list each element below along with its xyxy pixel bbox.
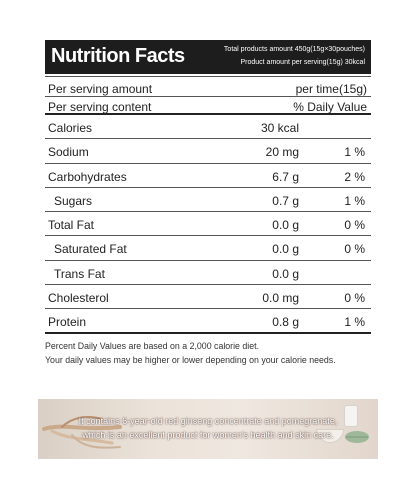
nutrient-amount: 0.0 mg [262,291,299,306]
per-serving-amount-label: Per serving amount [48,82,153,96]
nutrient-amount: 0.0 g [272,266,299,281]
banner-line-2: which is an excellent product for women'… [82,430,334,440]
nutrition-title: Nutrition Facts [51,45,185,67]
nutrient-row-saturated-fat: Saturated Fat 0.0 g 0 % [45,236,371,261]
nutrient-percent: 0 % [344,218,365,233]
nutrient-row-cholesterol: Cholesterol 0.0 mg 0 % [45,285,371,310]
leaf-image [345,431,369,443]
nutrient-percent: 1 % [344,193,365,208]
nutrient-amount: 0.0 g [272,242,299,257]
footnote: Percent Daily Values are based on a 2,00… [45,339,385,367]
nutrient-amount: 20 mg [265,145,299,160]
nutrient-amount: 30 kcal [260,121,299,135]
per-serving-content-label: Per serving content [48,100,152,114]
nutrient-percent: 2 % [344,169,365,184]
nutrient-percent: 1 % [344,145,365,160]
nutrient-amount: 0.0 g [272,218,299,233]
nutrient-name: Protein [48,315,87,330]
nutrient-amount: 0.8 g [272,315,299,330]
nutrient-row-sugars: Sugars 0.7 g 1 % [45,188,371,213]
per-serving-content-row: Per serving content % Daily Value [45,97,371,115]
nutrient-name: Sugars [54,193,93,208]
nutrient-row-total-fat: Total Fat 0.0 g 0 % [45,212,371,237]
nutrition-header: Nutrition Facts Total products amount 45… [45,40,371,74]
nutrient-name: Total Fat [48,218,95,233]
ginseng-root-image [42,416,122,449]
per-serving-amount-row: Per serving amount per time(15g) [45,76,371,97]
serving-amount-text: Product amount per serving(15g) 30kcal [240,59,365,66]
nutrient-percent: 0 % [344,242,365,257]
footnote-line-1: Percent Daily Values are based on a 2,00… [45,341,260,351]
total-amount-text: Total products amount 450g(15g×30pouches… [223,46,365,53]
nutrient-percent: 1 % [344,315,365,330]
banner-line-1: It contains 6-year-old red ginseng conce… [78,416,338,426]
per-serving-amount-value: per time(15g) [295,82,367,96]
nutrient-name: Calories [48,121,93,135]
nutrient-name: Saturated Fat [54,242,127,257]
nutrient-name: Sodium [48,145,89,160]
nutrient-percent: 0 % [344,291,365,306]
daily-value-header: % Daily Value [293,100,367,114]
bottle-image [344,405,358,427]
nutrient-row-trans-fat: Trans Fat 0.0 g [45,261,371,286]
footnote-line-2: Your daily values may be higher or lower… [45,355,336,365]
nutrient-name: Carbohydrates [48,169,127,184]
nutrient-row-carbohydrates: Carbohydrates 6.7 g 2 % [45,164,371,188]
nutrient-name: Trans Fat [54,266,105,281]
nutrient-amount: 0.7 g [272,193,299,208]
nutrient-name: Cholesterol [48,291,109,306]
nutrient-amount: 6.7 g [272,169,299,184]
product-banner: It contains 6-year-old red ginseng conce… [38,399,378,459]
nutrient-row-protein: Protein 0.8 g 1 % [45,309,371,334]
nutrient-row-calories: Calories 30 kcal [45,115,371,140]
nutrient-row-sodium: Sodium 20 mg 1 % [45,139,371,164]
nutrition-facts-panel: Nutrition Facts Total products amount 45… [45,40,371,334]
